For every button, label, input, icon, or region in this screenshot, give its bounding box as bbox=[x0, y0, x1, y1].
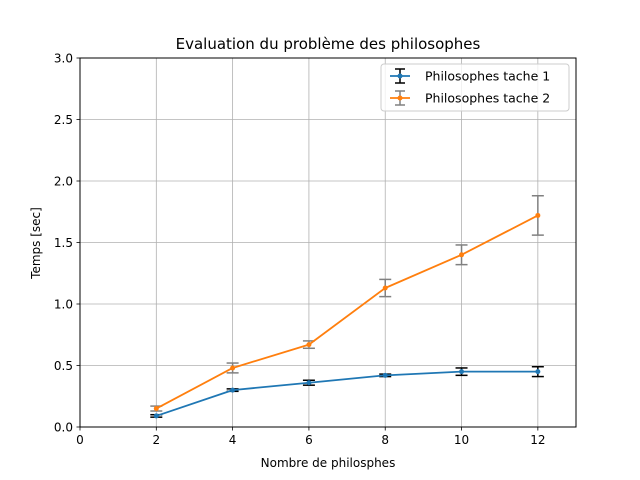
data-point bbox=[306, 342, 312, 348]
x-tick-label: 12 bbox=[530, 433, 545, 447]
series-line bbox=[156, 370, 538, 417]
x-tick-label: 6 bbox=[305, 433, 313, 447]
data-point bbox=[230, 365, 236, 371]
legend-marker bbox=[397, 73, 403, 79]
y-axis-label: Temps [sec] bbox=[29, 207, 43, 280]
series-1 bbox=[150, 365, 544, 419]
data-point bbox=[306, 380, 312, 386]
x-tick-label: 8 bbox=[381, 433, 389, 447]
legend-label: Philosophes tache 1 bbox=[425, 69, 550, 84]
data-point bbox=[382, 285, 388, 291]
series-2 bbox=[150, 195, 544, 412]
chart-title: Evaluation du problème des philosophes bbox=[176, 35, 481, 53]
y-tick-label: 1.0 bbox=[54, 298, 73, 312]
y-tick-label: 3.0 bbox=[54, 52, 73, 66]
x-tick-label: 0 bbox=[76, 433, 84, 447]
legend: Philosophes tache 1 Philosophes tache 2 bbox=[380, 63, 570, 112]
data-point bbox=[535, 212, 541, 218]
y-tick-label: 0.5 bbox=[54, 359, 73, 373]
series-line bbox=[155, 214, 539, 410]
y-tick-label: 0.0 bbox=[54, 421, 73, 435]
y-tick-label: 2.5 bbox=[54, 113, 73, 127]
y-tick-label: 2.0 bbox=[54, 175, 73, 189]
x-tick-label: 10 bbox=[454, 433, 469, 447]
x-axis-label: Nombre de philosphes bbox=[261, 456, 396, 470]
data-point bbox=[382, 372, 388, 378]
y-tick-label: 1.5 bbox=[54, 236, 73, 250]
plot-frame bbox=[79, 57, 577, 428]
series-layer bbox=[150, 195, 544, 419]
legend-box bbox=[380, 63, 570, 112]
data-point bbox=[230, 387, 236, 393]
data-point bbox=[153, 406, 159, 412]
data-point bbox=[459, 369, 465, 375]
legend-label: Philosophes tache 2 bbox=[425, 91, 550, 106]
data-point bbox=[459, 252, 465, 258]
legend-marker bbox=[397, 95, 403, 101]
data-point bbox=[535, 369, 541, 375]
x-tick-label: 2 bbox=[152, 433, 160, 447]
x-tick-label: 4 bbox=[229, 433, 237, 447]
axis-ticks: 0 2 4 6 8 10 12 0.0 0.5 1.0 1.5 2.0 2.5 3.0 bbox=[54, 52, 546, 448]
data-point bbox=[153, 413, 159, 419]
